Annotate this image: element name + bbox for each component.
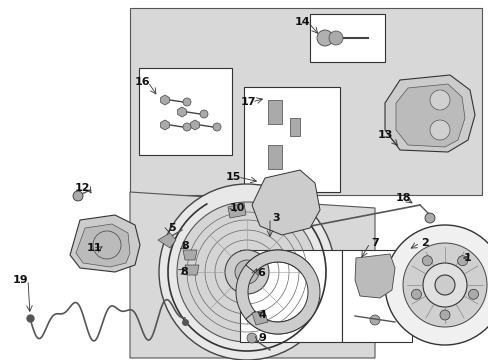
Text: 4: 4 (258, 310, 265, 320)
Circle shape (439, 310, 449, 320)
Circle shape (429, 120, 449, 140)
Circle shape (434, 275, 454, 295)
Bar (341, 250, 411, 342)
Text: 8: 8 (180, 267, 187, 277)
Circle shape (183, 98, 191, 106)
Bar (240, 250, 341, 342)
Polygon shape (161, 120, 169, 130)
Bar (309, 14, 384, 62)
Text: 8: 8 (181, 241, 188, 251)
Polygon shape (158, 233, 176, 248)
Text: 1: 1 (463, 253, 471, 263)
Bar (130, 8, 481, 195)
Polygon shape (130, 192, 374, 358)
Polygon shape (161, 95, 169, 105)
Circle shape (410, 289, 421, 299)
Circle shape (457, 256, 467, 266)
Text: 6: 6 (257, 268, 264, 278)
Text: 16: 16 (134, 77, 149, 87)
Circle shape (200, 110, 207, 118)
Circle shape (316, 30, 332, 46)
Text: 2: 2 (420, 238, 428, 248)
Text: 7: 7 (370, 238, 378, 248)
Circle shape (384, 225, 488, 345)
Polygon shape (245, 250, 319, 334)
Circle shape (422, 256, 431, 266)
Text: 10: 10 (229, 203, 244, 213)
Text: 11: 11 (86, 243, 102, 253)
Circle shape (235, 260, 259, 284)
Text: 15: 15 (225, 172, 240, 182)
Circle shape (183, 123, 191, 131)
Polygon shape (354, 254, 394, 298)
Polygon shape (236, 250, 309, 334)
Text: 3: 3 (272, 213, 279, 223)
Text: 13: 13 (377, 130, 392, 140)
Circle shape (177, 202, 316, 342)
Bar (244, 87, 339, 192)
Circle shape (402, 243, 486, 327)
Polygon shape (76, 224, 130, 267)
Polygon shape (251, 310, 267, 325)
Circle shape (159, 184, 334, 360)
Circle shape (429, 90, 449, 110)
Text: 18: 18 (394, 193, 410, 203)
Text: 12: 12 (74, 183, 90, 193)
Polygon shape (395, 84, 464, 147)
Circle shape (224, 250, 268, 294)
Text: 17: 17 (240, 97, 255, 107)
Text: 14: 14 (294, 17, 309, 27)
Circle shape (328, 31, 342, 45)
Circle shape (422, 263, 466, 307)
Circle shape (213, 123, 221, 131)
Circle shape (246, 333, 257, 343)
Circle shape (369, 315, 379, 325)
Bar (267, 145, 282, 169)
Bar (289, 118, 299, 136)
Polygon shape (227, 203, 245, 218)
Polygon shape (70, 215, 140, 272)
Circle shape (73, 191, 83, 201)
Polygon shape (384, 75, 474, 152)
Bar (139, 68, 231, 155)
Text: 5: 5 (168, 223, 176, 233)
Circle shape (468, 289, 478, 299)
Circle shape (424, 213, 434, 223)
Text: 19: 19 (13, 275, 29, 285)
Polygon shape (183, 250, 197, 260)
Text: 9: 9 (258, 333, 265, 343)
Bar (267, 100, 282, 124)
Polygon shape (177, 107, 186, 117)
Polygon shape (251, 170, 319, 235)
Polygon shape (184, 265, 199, 275)
Polygon shape (190, 120, 199, 130)
